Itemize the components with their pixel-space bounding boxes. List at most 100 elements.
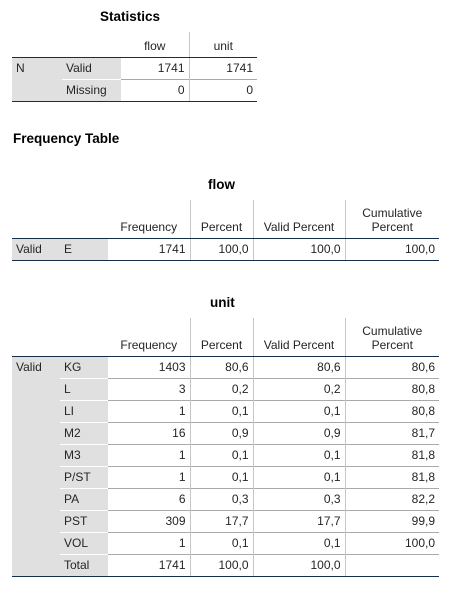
unit-col-cumulative-line2: Percent [371, 338, 413, 352]
statistics-row-missing: Missing 0 0 [12, 79, 257, 102]
statistics-header-row: flow unit [12, 32, 257, 58]
table-row: P/ST 1 0,1 0,1 81,8 [12, 466, 439, 489]
unit-corner [12, 318, 60, 357]
unit-cell-percent: 0,2 [189, 378, 253, 401]
unit-cell-frequency: 309 [108, 510, 190, 533]
table-row: VOL 1 0,1 0,1 100,0 [12, 532, 439, 555]
table-row: L 3 0,2 0,2 80,8 [12, 378, 439, 401]
unit-cell-cumulative: 81,8 [344, 444, 439, 467]
unit-cell-cumulative [344, 554, 439, 577]
unit-group-valid: Valid [12, 356, 60, 577]
unit-row-label: Total [60, 554, 108, 577]
unit-frequency-table: Frequency Percent Valid Percent Cumulati… [12, 318, 439, 577]
unit-cell-cumulative: 82,2 [344, 488, 439, 511]
flow-cell-frequency: 1741 [108, 238, 190, 261]
unit-cell-frequency: 1 [108, 444, 190, 467]
table-row: Total 1741 100,0 100,0 [12, 554, 439, 577]
unit-cell-percent: 17,7 [189, 510, 253, 533]
unit-cell-percent: 0,3 [189, 488, 253, 511]
unit-corner-2 [60, 318, 108, 357]
unit-row-label: VOL [60, 532, 108, 555]
flow-col-cumulative-line2: Percent [371, 220, 413, 234]
unit-cell-cumulative: 80,6 [344, 356, 439, 379]
statistics-col-flow: flow [121, 32, 189, 58]
unit-row-label: P/ST [60, 466, 108, 489]
unit-cell-percent: 80,6 [189, 356, 253, 379]
statistics-table: flow unit N Valid 1741 1741 Missing 0 0 [12, 32, 257, 102]
unit-col-valid-percent: Valid Percent [252, 318, 345, 357]
unit-row-label: M3 [60, 444, 108, 467]
unit-row-label: PA [60, 488, 108, 511]
table-row: LI 1 0,1 0,1 80,8 [12, 400, 439, 423]
unit-table-title: unit [210, 295, 235, 310]
statistics-cell: 0 [121, 79, 189, 102]
unit-cell-cumulative: 100,0 [344, 532, 439, 555]
unit-col-percent: Percent [189, 318, 253, 357]
unit-cell-cumulative: 80,8 [344, 400, 439, 423]
table-row: Valid E 1741 100,0 100,0 100,0 [12, 238, 439, 261]
unit-header-row: Frequency Percent Valid Percent Cumulati… [12, 318, 439, 357]
unit-cell-frequency: 1403 [108, 356, 190, 379]
unit-cell-frequency: 3 [108, 378, 190, 401]
table-row: PST 309 17,7 17,7 99,9 [12, 510, 439, 533]
flow-col-cumulative-percent: Cumulative Percent [344, 200, 439, 239]
frequency-table-heading: Frequency Table [13, 131, 120, 146]
statistics-row-valid: N Valid 1741 1741 [12, 57, 257, 102]
statistics-title: Statistics [100, 9, 161, 24]
flow-col-frequency: Frequency [108, 200, 190, 239]
unit-cell-cumulative: 81,7 [344, 422, 439, 445]
unit-cell-valid-percent: 0,1 [252, 444, 345, 467]
statistics-row-label: Missing [62, 79, 121, 102]
unit-cell-percent: 0,1 [189, 466, 253, 489]
unit-cell-frequency: 16 [108, 422, 190, 445]
flow-header-row: Frequency Percent Valid Percent Cumulati… [12, 200, 439, 239]
statistics-cell: 1741 [188, 57, 257, 80]
unit-cell-percent: 0,1 [189, 400, 253, 423]
unit-cell-percent: 0,1 [189, 444, 253, 467]
unit-cell-frequency: 1 [108, 466, 190, 489]
unit-cell-valid-percent: 0,1 [252, 466, 345, 489]
unit-row-label: KG [60, 356, 108, 379]
statistics-corner [12, 32, 62, 58]
unit-cell-percent: 100,0 [189, 554, 253, 577]
unit-cell-frequency: 1 [108, 400, 190, 423]
flow-frequency-table: Frequency Percent Valid Percent Cumulati… [12, 200, 439, 261]
flow-cell-percent: 100,0 [189, 238, 253, 261]
table-row: Valid KG 1403 80,6 80,6 80,6 [12, 356, 439, 577]
unit-cell-frequency: 1 [108, 532, 190, 555]
unit-table-body: Valid KG 1403 80,6 80,6 80,6 L 3 0,2 0,2 80,8 LI 1 0,… [12, 356, 439, 577]
unit-cell-valid-percent: 0,3 [252, 488, 345, 511]
unit-cell-valid-percent: 80,6 [252, 356, 345, 379]
flow-group-valid: Valid [12, 238, 60, 261]
flow-col-cumulative-line1: Cumulative [362, 206, 423, 220]
unit-row-label: PST [60, 510, 108, 533]
unit-cell-percent: 0,1 [189, 532, 253, 555]
unit-cell-percent: 0,9 [189, 422, 253, 445]
statistics-cell: 1741 [121, 57, 189, 80]
unit-cell-frequency: 6 [108, 488, 190, 511]
unit-cell-valid-percent: 0,1 [252, 400, 345, 423]
unit-col-cumulative-line1: Cumulative [362, 324, 423, 338]
unit-row-label: LI [60, 400, 108, 423]
unit-cell-valid-percent: 100,0 [252, 554, 345, 577]
unit-row-label: M2 [60, 422, 108, 445]
unit-cell-valid-percent: 0,9 [252, 422, 345, 445]
statistics-cell: 0 [188, 79, 257, 102]
unit-row-label: L [60, 378, 108, 401]
statistics-stub-n: N [12, 57, 62, 102]
unit-col-cumulative-percent: Cumulative Percent [344, 318, 439, 357]
unit-cell-frequency: 1741 [108, 554, 190, 577]
flow-cell-valid-percent: 100,0 [252, 238, 345, 261]
table-row: M3 1 0,1 0,1 81,8 [12, 444, 439, 467]
unit-col-frequency: Frequency [108, 318, 190, 357]
statistics-col-unit: unit [188, 32, 257, 58]
flow-corner-2 [60, 200, 108, 239]
flow-corner [12, 200, 60, 239]
unit-cell-valid-percent: 0,1 [252, 532, 345, 555]
table-row: M2 16 0,9 0,9 81,7 [12, 422, 439, 445]
table-row: PA 6 0,3 0,3 82,2 [12, 488, 439, 511]
unit-cell-cumulative: 99,9 [344, 510, 439, 533]
unit-cell-valid-percent: 17,7 [252, 510, 345, 533]
flow-row-label: E [60, 238, 108, 261]
unit-cell-cumulative: 81,8 [344, 466, 439, 489]
